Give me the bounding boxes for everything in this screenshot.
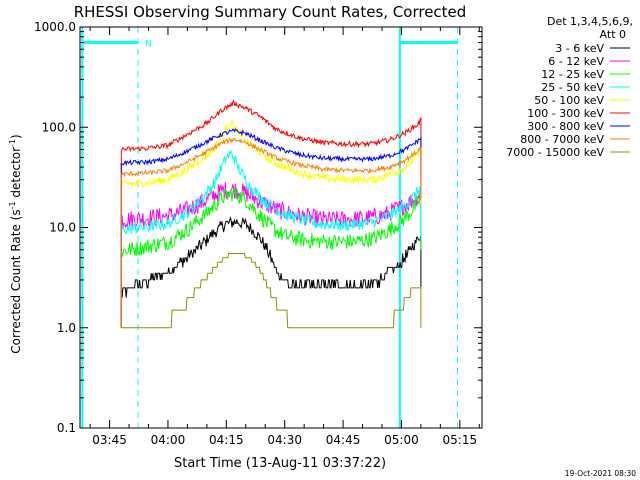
y-axis-label-end: ) [9,134,23,139]
series-line-2 [120,182,422,328]
y-axis-label-sup1: -1 [8,201,17,209]
legend-label: 25 - 50 keV [541,81,604,94]
legend-label: 300 - 800 keV [527,120,604,133]
y-axis-label-mid: detector [9,147,23,202]
y-tick-label: 0.1 [57,421,76,435]
y-axis-label-main: Corrected Count Rate (s [9,209,23,353]
legend-label: 3 - 6 keV [555,42,604,55]
night-label: N [145,40,152,50]
legend-header-attenuator: Att 0 [600,28,626,41]
y-axis-label-sup2: -1 [8,139,17,147]
date-stamp: 19-Oct-2021 08:30 [565,469,636,478]
x-tick-label: 05:15 [443,433,478,447]
y-axis-label: Corrected Count Rate (s-1 detector-1) [8,134,23,353]
x-tick-label: 04:45 [326,433,361,447]
series-line-3 [120,187,422,328]
y-tick-label: 1000.0 [34,20,76,34]
legend-label: 7000 - 15000 keV [506,146,604,159]
x-tick-label: 04:00 [151,433,186,447]
chart-title: RHESSI Observing Summary Count Rates, Co… [74,3,467,21]
y-tick-label: 1.0 [57,321,76,335]
plot-series [120,99,422,329]
x-tick-label: 04:15 [209,433,244,447]
series-line-5 [120,119,422,328]
series-line-4 [120,149,422,328]
legend-label: 800 - 7000 keV [520,133,604,146]
series-line-9 [121,253,422,329]
x-tick-label: 05:00 [384,433,419,447]
legend-label: 12 - 25 keV [541,68,604,81]
series-line-1 [120,216,422,328]
series-line-7 [120,127,422,328]
y-tick-label: 100.0 [42,120,76,134]
series-line-6 [120,99,422,328]
y-tick-label: 10.0 [49,221,76,235]
x-tick-label: 03:45 [92,433,127,447]
legend-label: 100 - 300 keV [527,107,604,120]
series-line-8 [120,137,422,328]
legend-header-detectors: Det 1,3,4,5,6,9, [547,15,633,28]
legend-label: 50 - 100 keV [534,94,604,107]
axes: 0.1 1.0 10.0 100.0 1000.0 03:45 04:00 04:15 04:3… [34,20,482,447]
x-tick-label: 04:30 [267,433,302,447]
x-axis-label: Start Time (13-Aug-11 03:37:22) [174,456,386,471]
legend-label: 6 - 12 keV [548,55,604,68]
plot-bands: N [81,27,458,428]
